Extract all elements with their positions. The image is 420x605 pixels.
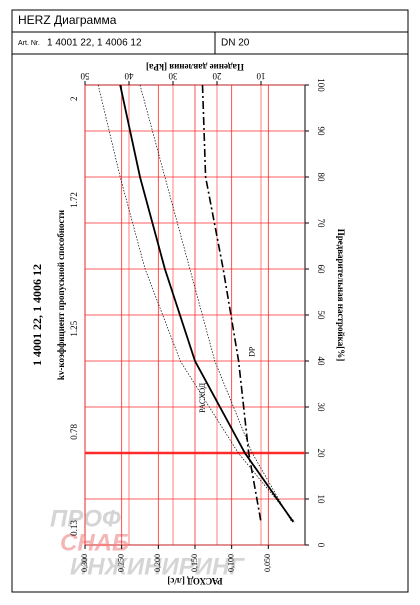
x-tick-label: 90: [316, 127, 326, 137]
dn: DN 20: [221, 38, 250, 49]
y-axis-title: РАСХОД [л/с]: [167, 576, 222, 586]
y2-axis-title: Падение давления [kPa]: [146, 62, 244, 72]
x-tick-label: 80: [316, 173, 326, 183]
x-tick-label: 30: [316, 403, 326, 413]
kv-tick-label: 2: [69, 97, 79, 102]
y2-tick-label: 30: [168, 71, 178, 81]
side-title: 1 4001 22, 1 4006 12: [30, 264, 44, 366]
kv-tick-label: 0.13: [69, 520, 79, 536]
series-line: [119, 84, 295, 523]
kv-label: kv-коэффициент пропускной способности: [56, 210, 66, 380]
y-tick-label: 0,250: [116, 554, 125, 572]
series-line: [201, 84, 262, 523]
y-tick-label: 0,300: [80, 554, 89, 572]
y2-tick-label: 40: [124, 71, 134, 81]
watermark: ПРОФ: [50, 505, 121, 532]
series-line: [97, 84, 295, 523]
y-tick-label: 0,200: [153, 554, 162, 572]
y-tick-label: 0,150: [190, 554, 199, 572]
series-label: DP: [247, 346, 256, 357]
x-tick-label: 50: [316, 311, 326, 321]
y2-tick-label: 50: [80, 71, 90, 81]
art-numbers: 1 4001 22, 1 4006 12: [47, 38, 142, 49]
x-tick-label: 10: [316, 495, 326, 505]
x-tick-label: 20: [316, 449, 326, 459]
x-axis-title: Предварительная настройка[%]: [336, 229, 346, 361]
x-tick-label: 100: [316, 78, 326, 92]
kv-tick-label: 0.78: [69, 423, 79, 439]
frame: [11, 9, 409, 593]
art-label: Art. Nr.: [18, 40, 40, 47]
x-tick-label: 0: [316, 543, 326, 548]
kv-tick-label: 1.25: [69, 320, 79, 336]
series-line: [139, 84, 293, 523]
y-tick-label: 0,050: [263, 554, 272, 572]
y2-tick-label: 10: [256, 71, 266, 81]
header-title: HERZ Диаграмма: [18, 13, 117, 27]
y-tick-label: 0,100: [226, 554, 235, 572]
series-label: РАСХОД: [198, 382, 207, 413]
kv-tick-label: 1.72: [69, 192, 79, 208]
watermark: ИНЖИНИРИНГ: [70, 553, 245, 580]
x-tick-label: 70: [316, 219, 326, 229]
y2-tick-label: 20: [212, 71, 222, 81]
x-tick-label: 40: [316, 357, 326, 367]
watermark: СНАБ: [60, 529, 129, 556]
x-tick-label: 60: [316, 265, 326, 275]
